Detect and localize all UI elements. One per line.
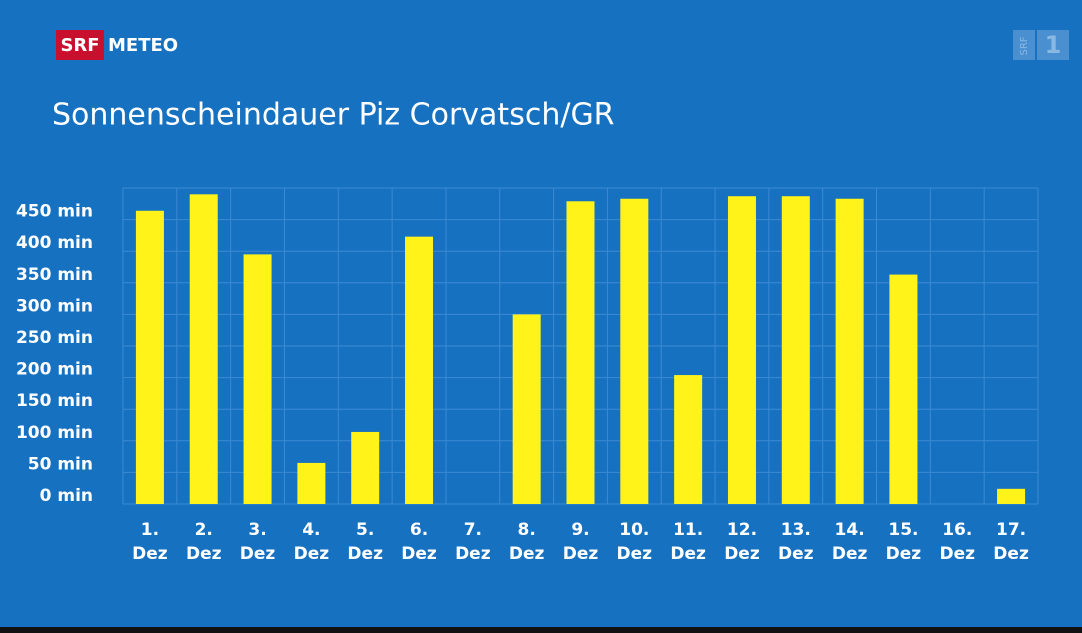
bar [674,375,703,504]
bar [512,314,541,504]
bar [405,236,434,504]
channel-box [1013,30,1035,60]
bar [889,274,918,504]
bar [297,462,326,504]
y-tick-label: 250 min [16,328,93,348]
y-tick-label: 100 min [16,423,93,443]
channel-brand: SRF [1019,36,1030,55]
x-tick-label: 12. Dez [724,520,760,564]
x-tick-label: 1. Dez [132,520,168,564]
x-tick-label: 14. Dez [831,520,868,564]
bar [781,196,810,504]
logo-brand: SRF [60,35,99,56]
x-tick-label: 9. Dez [562,520,599,564]
y-tick-label: 50 min [28,454,93,474]
bar [835,198,864,504]
y-tick-label: 300 min [16,296,93,316]
x-tick-label: 4. Dez [293,520,330,564]
x-tick-label: 7. Dez [455,520,491,564]
channel-box [1037,30,1069,60]
y-tick-label: 150 min [16,391,93,411]
logo-box [56,30,104,60]
x-tick-label: 11. Dez [670,520,706,564]
logo-product: METEO [108,35,178,56]
x-tick-label: 13. Dez [778,520,814,564]
x-tick-label: 16. Dez [939,520,976,564]
x-tick-label: 6. Dez [401,520,437,564]
x-tick-label: 10. Dez [616,520,653,564]
bar [566,201,595,504]
y-tick-label: 0 min [40,486,93,506]
chart-title: Sonnenscheindauer Piz Corvatsch/GR [52,98,615,133]
bar [727,196,756,504]
x-tick-label: 3. Dez [239,520,276,564]
y-tick-label: 350 min [16,265,93,285]
y-tick-label: 400 min [16,233,93,253]
y-tick-label: 450 min [16,202,93,222]
bar [997,488,1026,504]
x-tick-label: 15. Dez [885,520,922,564]
bottom-strip [0,627,1082,633]
bar [189,194,218,504]
x-tick-label: 5. Dez [347,520,383,564]
channel-number: 1 [1045,31,1062,59]
bar [135,210,164,504]
bar [243,254,272,504]
x-tick-label: 17. Dez [993,520,1029,564]
bar [620,198,649,504]
x-tick-label: 8. Dez [508,520,545,564]
bar [351,431,380,504]
x-tick-label: 2. Dez [185,520,222,564]
y-tick-label: 200 min [16,360,93,380]
